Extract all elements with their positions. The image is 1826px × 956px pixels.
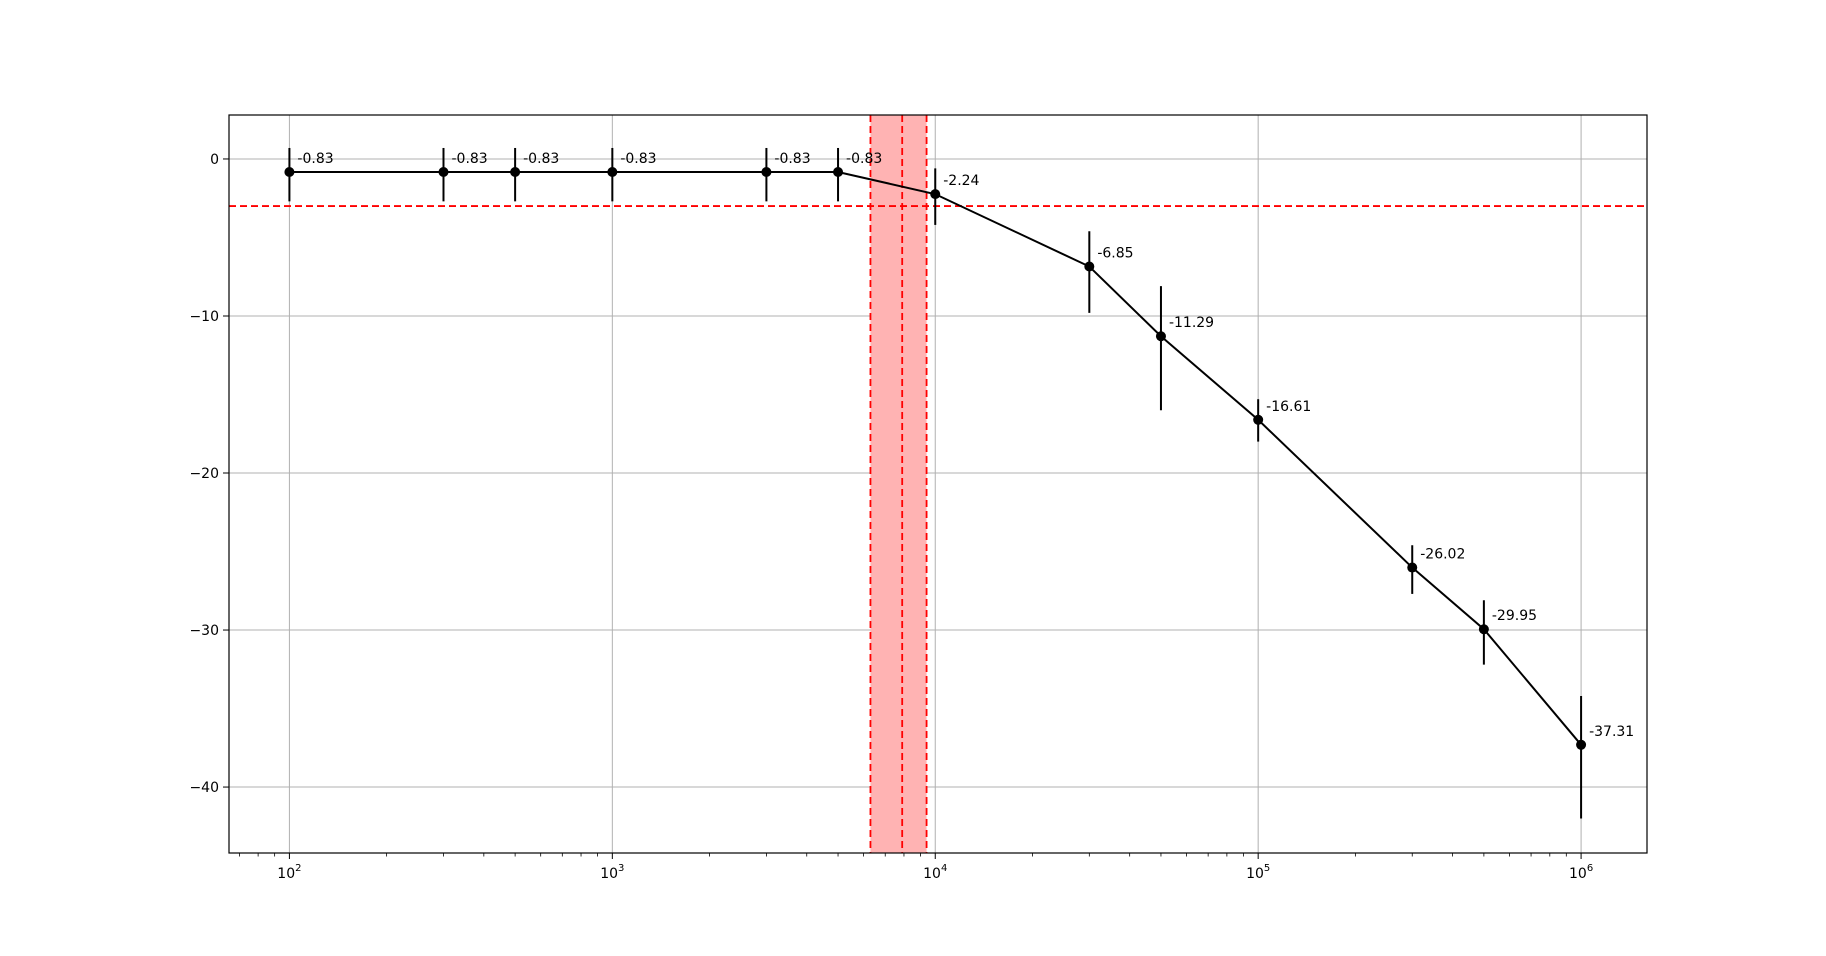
y-tick-label: −40 bbox=[189, 780, 219, 796]
data-label: -11.29 bbox=[1169, 315, 1214, 331]
data-point bbox=[1407, 562, 1418, 573]
data-label: -0.83 bbox=[620, 151, 656, 167]
x-tick-label: 104 bbox=[923, 863, 947, 882]
data-label: -37.31 bbox=[1589, 724, 1634, 740]
series bbox=[284, 147, 1587, 819]
data-label: -0.83 bbox=[523, 151, 559, 167]
data-point bbox=[510, 166, 521, 177]
data-point bbox=[1084, 261, 1095, 272]
data-point bbox=[607, 166, 618, 177]
x-tick-label: 106 bbox=[1569, 863, 1593, 882]
data-label: -0.83 bbox=[846, 151, 882, 167]
x-tick-label: 103 bbox=[600, 863, 624, 882]
data-point bbox=[1253, 414, 1264, 425]
data-point bbox=[284, 166, 295, 177]
data-label: -16.61 bbox=[1266, 399, 1311, 415]
data-point bbox=[761, 166, 772, 177]
y-tick-label: −10 bbox=[189, 309, 219, 325]
y-tick-label: −30 bbox=[189, 623, 219, 639]
data-label: -6.85 bbox=[1097, 246, 1133, 262]
data-point bbox=[1478, 624, 1489, 635]
grid bbox=[229, 115, 1647, 853]
data-point bbox=[930, 189, 941, 200]
y-tick-label: −20 bbox=[189, 466, 219, 482]
data-point bbox=[1155, 331, 1166, 342]
data-label: -29.95 bbox=[1492, 608, 1537, 624]
data-labels: -0.83 -0.83 -0.83 -0.83 -0.83 -0.83 -2.24 -6.85… bbox=[297, 151, 1634, 740]
data-label: -0.83 bbox=[774, 151, 810, 167]
y-tick-label: 0 bbox=[210, 152, 219, 168]
band-fill bbox=[870, 115, 927, 853]
data-point bbox=[438, 166, 449, 177]
data-point bbox=[833, 166, 844, 177]
cutoff-band bbox=[869, 115, 928, 853]
data-label: -2.24 bbox=[943, 173, 979, 189]
plot-frame bbox=[228, 114, 1648, 854]
data-label: -0.83 bbox=[451, 151, 487, 167]
data-label: -0.83 bbox=[297, 151, 333, 167]
x-tick-label: 105 bbox=[1246, 863, 1270, 882]
data-label: -26.02 bbox=[1420, 547, 1465, 563]
data-point bbox=[1576, 739, 1587, 750]
x-tick-label: 102 bbox=[277, 863, 301, 882]
axes: 102 103 104 105 106 0 −10 −20 −30 −40 bbox=[189, 114, 1648, 882]
